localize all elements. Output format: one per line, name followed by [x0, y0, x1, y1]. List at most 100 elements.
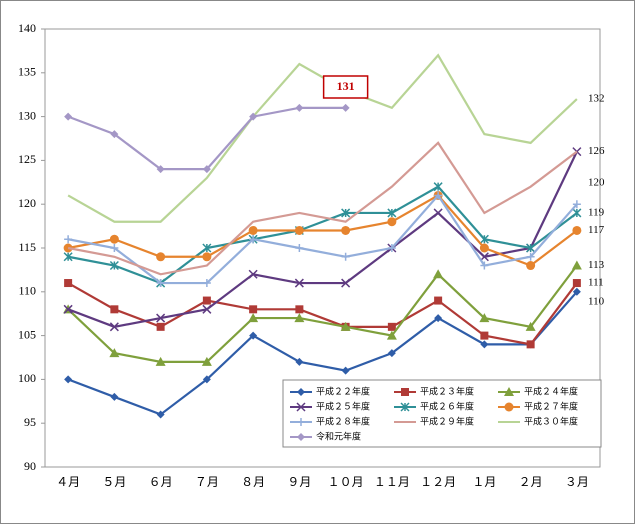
marker [156, 322, 165, 331]
marker [525, 321, 536, 331]
legend-marker [401, 388, 409, 396]
marker [156, 279, 165, 288]
end-label: 126 [588, 145, 605, 157]
legend-label: 平成３０年度 [524, 416, 578, 428]
marker [295, 357, 304, 366]
marker [526, 340, 535, 349]
end-label: 111 [588, 277, 604, 289]
marker [202, 279, 211, 288]
series-line [67, 185, 578, 285]
marker [156, 252, 166, 262]
marker [156, 313, 166, 323]
marker [572, 279, 581, 288]
marker [341, 366, 350, 375]
marker [295, 103, 304, 112]
marker [479, 252, 489, 262]
marker [155, 356, 166, 366]
legend-marker [504, 387, 514, 396]
marker [109, 348, 120, 358]
marker [480, 331, 489, 340]
marker [341, 103, 350, 112]
marker [526, 252, 535, 261]
marker [479, 234, 489, 244]
y-tick-label: 110 [18, 284, 36, 298]
annotation: 131 [337, 79, 355, 93]
marker [109, 234, 119, 244]
series-line [67, 151, 578, 328]
legend-label: 令和元年度 [316, 431, 361, 443]
legend-label: 平成２７年度 [524, 401, 578, 413]
legend-marker [296, 402, 306, 412]
marker [294, 313, 305, 323]
marker [341, 225, 351, 235]
y-tick-label: 90 [24, 459, 36, 473]
series-line [67, 53, 578, 223]
marker [109, 322, 119, 332]
marker [572, 200, 581, 209]
marker [248, 313, 259, 323]
x-tick-label: １１月 [374, 475, 410, 489]
y-tick-label: 115 [18, 240, 36, 254]
marker [387, 217, 397, 227]
legend-marker [297, 433, 305, 441]
end-label: 132 [588, 93, 605, 105]
marker [294, 278, 304, 288]
marker [294, 225, 304, 235]
marker [64, 112, 73, 121]
marker [387, 244, 396, 252]
marker [249, 235, 258, 244]
marker [202, 304, 212, 314]
x-tick-label: ４月 [56, 475, 80, 489]
legend-marker [297, 418, 305, 426]
x-tick-label: ３月 [565, 475, 589, 489]
x-tick-label: ７月 [195, 475, 219, 489]
series-line [67, 193, 578, 285]
legend-label: 平成２６年度 [420, 401, 474, 413]
marker [434, 191, 443, 200]
marker [572, 225, 582, 235]
legend-label: 平成２９年度 [420, 416, 474, 428]
marker [156, 165, 165, 174]
x-tick-label: ５月 [102, 475, 126, 489]
series-line [67, 264, 578, 363]
marker [341, 278, 351, 288]
marker [156, 410, 165, 419]
x-tick-label: １２月 [420, 475, 456, 489]
annotation-box [322, 75, 369, 99]
series-line [67, 194, 578, 267]
marker [202, 243, 212, 253]
y-tick-label: 135 [18, 65, 36, 79]
marker [479, 313, 490, 323]
marker [340, 321, 351, 331]
marker [63, 252, 73, 262]
marker [110, 392, 119, 401]
marker [249, 305, 258, 314]
marker [434, 314, 443, 323]
series-line [67, 291, 578, 416]
marker [110, 305, 119, 314]
marker [295, 305, 304, 314]
y-tick-label: 130 [18, 108, 36, 122]
marker [64, 279, 73, 288]
marker [526, 243, 536, 253]
series-line [67, 141, 578, 276]
y-tick-label: 105 [18, 327, 36, 341]
legend-label: 平成２３年度 [420, 386, 474, 398]
end-label: 113 [588, 259, 605, 271]
marker [202, 165, 211, 174]
marker [387, 208, 397, 218]
x-tick-label: ９月 [287, 475, 311, 489]
marker [433, 208, 443, 218]
series-line [67, 282, 578, 346]
marker [110, 244, 119, 252]
marker [64, 375, 73, 384]
marker [386, 330, 397, 340]
marker [479, 243, 489, 253]
legend-label: 平成２２年度 [316, 386, 370, 398]
y-tick-label: 140 [18, 21, 36, 35]
y-tick-label: 120 [18, 196, 36, 210]
marker [249, 331, 258, 340]
marker [202, 375, 211, 384]
x-tick-label: １月 [472, 475, 496, 489]
x-tick-label: ６月 [149, 475, 173, 489]
